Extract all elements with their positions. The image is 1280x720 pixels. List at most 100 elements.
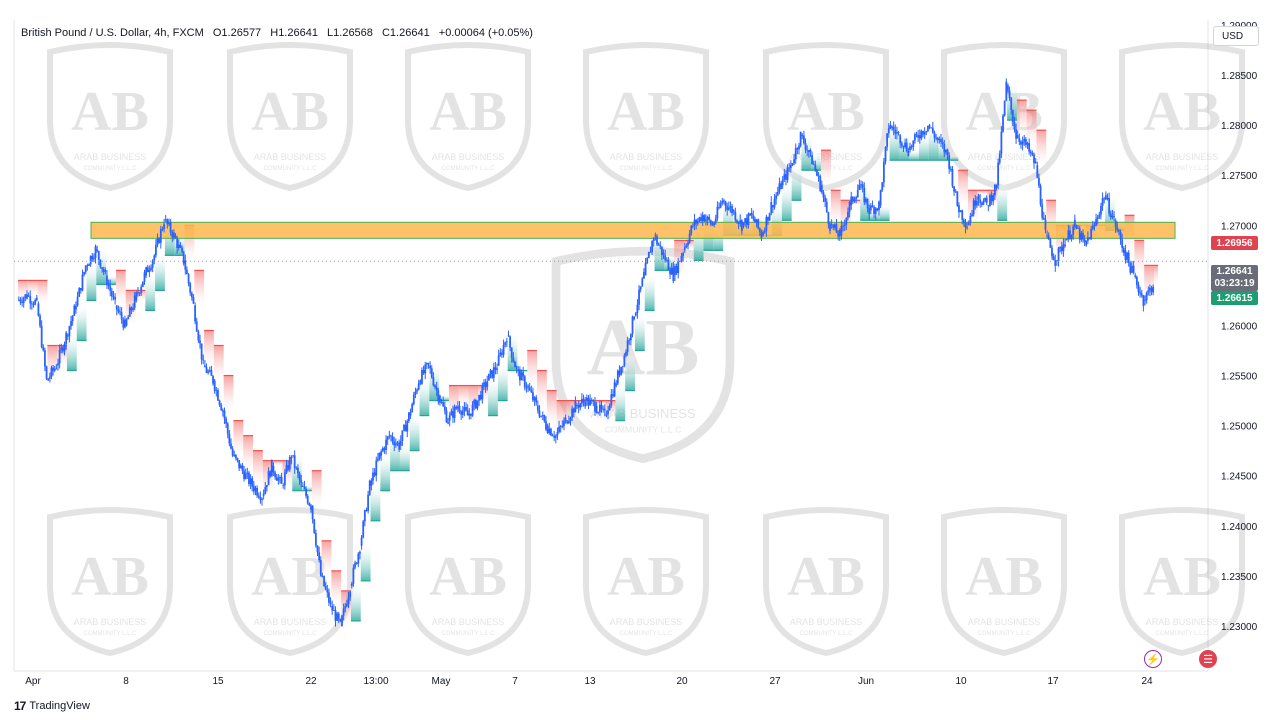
candle-body (288, 457, 291, 470)
candle-body (1116, 227, 1119, 231)
candle-body (899, 135, 902, 144)
candle-body (913, 134, 916, 141)
watermark-text-top: ARAB BUSINESS (254, 152, 327, 162)
candle-body (435, 387, 438, 391)
candle-body (850, 196, 853, 206)
us-flag-icon[interactable]: ☰ (1199, 650, 1217, 668)
candle-body (466, 410, 469, 416)
candle-body (1142, 295, 1145, 306)
candle-body (481, 384, 484, 400)
watermark-text-bottom: COMMUNITY L.L.C (442, 631, 496, 637)
candle-body (239, 465, 242, 469)
candle-body (773, 198, 776, 208)
candle-body (336, 613, 338, 621)
candle-body (450, 411, 453, 416)
candle-body (861, 184, 864, 188)
candle-body (567, 420, 570, 424)
candle-body (974, 200, 977, 206)
footer-brand[interactable]: 17 TradingView (14, 699, 90, 713)
candle-body (802, 135, 805, 144)
candle-body (967, 222, 970, 226)
candle-body (922, 130, 924, 135)
candle-body (651, 241, 654, 253)
candle-body (530, 390, 533, 393)
candle-body (1031, 153, 1034, 155)
candle-body (297, 467, 299, 474)
candle-body (1145, 292, 1148, 301)
candle-body (486, 381, 489, 387)
trail-down-fill (546, 390, 557, 426)
watermark-text-bottom: COMMUNITY L.L.C (1156, 166, 1210, 172)
candle-body (621, 366, 624, 367)
trail-fill-layer (18, 85, 1158, 626)
trail-up-fill (488, 380, 498, 416)
candle-body (171, 232, 174, 238)
candle-body (541, 415, 544, 416)
candle-body (321, 575, 324, 577)
ohlc-open: O1.26577 (212, 27, 262, 39)
candle-body (439, 395, 441, 403)
trail-down-fill (243, 435, 254, 471)
candle-body (843, 224, 846, 226)
candle-body (863, 187, 866, 203)
currency-button[interactable]: USD (1213, 26, 1259, 46)
candle-body (723, 200, 725, 202)
watermark-text-top: ARAB BUSINESS (610, 617, 683, 627)
candle-body (693, 219, 696, 226)
candle-body (860, 184, 862, 186)
watermark-shield-icon: AB ARAB BUSINESS COMMUNITY L.L.C (47, 507, 173, 657)
candle-body (399, 441, 402, 446)
candle-body (243, 470, 245, 480)
candle-body (470, 413, 472, 416)
watermark-logo-letters: AB (251, 81, 329, 143)
candle-body (430, 368, 433, 378)
candle-body (984, 197, 986, 201)
candle-body (319, 560, 322, 576)
candle-body (1122, 248, 1125, 253)
candle-body (1108, 197, 1111, 214)
y-tick-label: 1.23000 (1221, 622, 1258, 633)
candle-body (786, 167, 789, 180)
candle-body (29, 296, 32, 304)
candle-body (910, 146, 913, 148)
trail-down-fill (458, 385, 469, 406)
candle-body (837, 232, 840, 237)
trail-down-fill (282, 460, 293, 486)
candle-body (166, 219, 169, 225)
candle-body (349, 591, 352, 597)
bar-countdown: 03:23:19 (1214, 278, 1255, 289)
lightning-icon[interactable]: ⚡ (1144, 650, 1162, 668)
trail-up-fill (997, 185, 1008, 221)
candle-body (1055, 260, 1058, 262)
candle-body (672, 267, 675, 282)
candle-body (365, 510, 368, 511)
candle-body (249, 478, 252, 484)
candle-body (608, 405, 611, 411)
trail-up-fill (66, 335, 77, 371)
candle-body (311, 505, 314, 520)
candle-body (78, 288, 81, 297)
candle-body (812, 164, 815, 166)
candle-body (891, 126, 893, 129)
candle-body (96, 249, 99, 252)
candle-body (830, 224, 833, 226)
ohlc-close: C1.26641 (381, 27, 430, 39)
candle-body (923, 132, 926, 135)
candle-body (213, 380, 216, 391)
x-tick-label: 20 (676, 676, 688, 687)
candle-body (505, 341, 508, 343)
candle-body (731, 206, 733, 214)
candle-body (412, 394, 415, 405)
candle-body (21, 301, 23, 303)
candle-body (109, 285, 112, 291)
trail-down-fill (674, 240, 684, 276)
candle-body (52, 367, 54, 371)
candle-body (432, 377, 435, 386)
candle-body (254, 487, 257, 492)
candle-body (280, 476, 283, 484)
candle-body (705, 219, 707, 222)
trail-up-fill (791, 165, 802, 201)
candle-body (535, 397, 538, 403)
candle-body (452, 411, 454, 418)
